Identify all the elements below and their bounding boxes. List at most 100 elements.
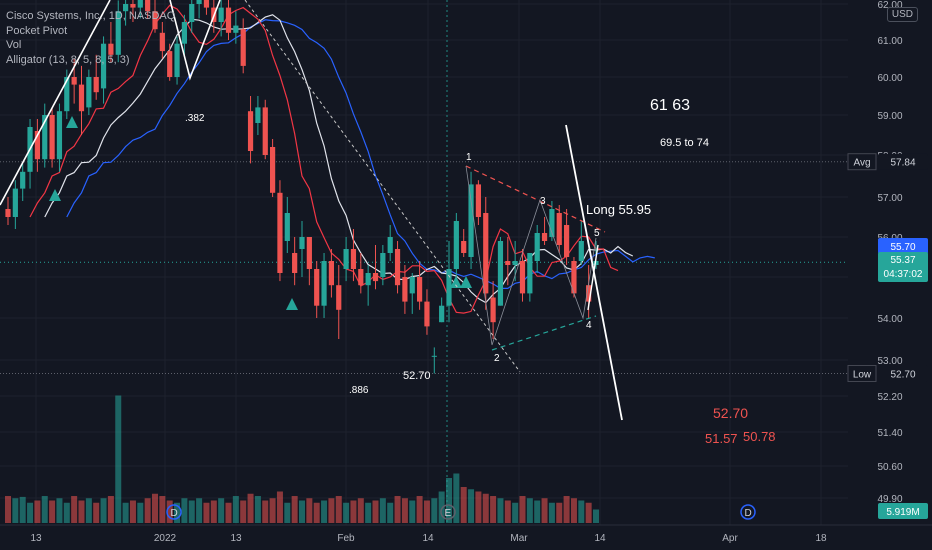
volume-bar xyxy=(49,500,56,523)
candle-body xyxy=(255,107,261,123)
price-tick: 62.00 xyxy=(877,0,902,11)
candle-body xyxy=(71,77,77,85)
volume-bar xyxy=(350,500,357,523)
candle-body xyxy=(203,0,210,8)
price-tick: 53.00 xyxy=(877,356,902,367)
candle-body xyxy=(284,213,290,241)
candle-body xyxy=(468,184,474,257)
candle-body xyxy=(328,261,334,286)
volume-bar xyxy=(71,496,78,523)
candle-body xyxy=(49,115,55,160)
candle-body xyxy=(336,285,342,310)
volume-bar xyxy=(423,500,430,523)
volume-bar xyxy=(144,498,151,523)
volume-bar xyxy=(34,500,41,523)
projection-line-short xyxy=(587,244,599,311)
wave-path xyxy=(465,165,597,346)
low-label: Low xyxy=(853,370,872,381)
volume-bar xyxy=(490,496,497,523)
candle-body xyxy=(519,261,526,294)
volume-bar xyxy=(85,498,92,523)
volume-bar xyxy=(431,498,438,523)
price-tick: 61.00 xyxy=(877,36,902,47)
price-tick: 51.40 xyxy=(877,428,902,439)
volume-bar xyxy=(284,502,291,523)
candle-body xyxy=(306,237,312,269)
candle-body xyxy=(490,297,496,323)
candle-body xyxy=(556,213,562,245)
wave-label-2: 2 xyxy=(494,353,500,364)
volume-bar xyxy=(497,498,504,523)
candle-body xyxy=(483,213,489,294)
volume-bar xyxy=(122,502,129,523)
volume-bar xyxy=(482,493,489,523)
volume-bar xyxy=(107,496,114,523)
candle-body xyxy=(130,4,136,8)
volume-bar xyxy=(460,487,467,523)
volume-bar xyxy=(262,500,269,523)
candle-body xyxy=(417,277,423,302)
candlesticks xyxy=(5,0,599,374)
volume-bar xyxy=(593,509,599,523)
candle-body xyxy=(108,43,114,55)
volume-bar xyxy=(526,498,533,523)
volume-bar xyxy=(254,496,261,523)
volume-bar xyxy=(504,500,511,523)
volume-bar xyxy=(269,498,276,523)
chart-grid xyxy=(0,0,848,525)
candle-body xyxy=(115,11,121,55)
price-axis: 62.0061.0060.0059.0058.0057.0056.0055.00… xyxy=(847,0,932,525)
volume-bar xyxy=(401,498,408,523)
volume-bars xyxy=(5,395,599,523)
candle-body xyxy=(270,147,276,193)
candle-body xyxy=(167,51,173,77)
candle-body xyxy=(100,43,107,89)
avg-value: 57.84 xyxy=(890,158,915,169)
currency-button[interactable]: USD xyxy=(886,7,918,22)
candle-body xyxy=(189,4,195,22)
candle-body xyxy=(394,249,401,286)
candle-body xyxy=(512,261,518,265)
volume-bar xyxy=(5,496,11,523)
event-marker-circle xyxy=(740,504,756,520)
top-price-tag: 55.70 xyxy=(890,242,915,253)
volume-bar xyxy=(137,502,144,523)
volume-bar xyxy=(276,491,283,523)
candle-body xyxy=(505,261,511,265)
candle-body xyxy=(453,221,459,269)
time-tick: 18 xyxy=(815,533,827,544)
pocket-pivot-marker xyxy=(450,276,462,288)
time-tick: 2022 xyxy=(154,533,177,544)
volume-bar xyxy=(19,496,26,523)
volume-bar xyxy=(129,500,136,523)
volume-bar xyxy=(512,502,519,523)
volume-bar xyxy=(416,496,423,523)
volume-bar xyxy=(12,498,19,523)
candle-body xyxy=(314,269,320,306)
candle-body xyxy=(42,115,48,160)
candle-body xyxy=(549,209,555,237)
volume-bar xyxy=(188,500,195,523)
red-level-1: 52.70 xyxy=(713,405,748,421)
candle-body xyxy=(34,131,40,160)
volume-bar xyxy=(387,502,394,523)
wave-label-1: 1 xyxy=(466,152,472,163)
volume-tag-bg xyxy=(878,503,928,519)
candle-body xyxy=(350,249,357,269)
trend-line-dashed xyxy=(244,0,521,373)
candle-body xyxy=(262,107,268,155)
candle-body xyxy=(497,241,504,306)
volume-bar xyxy=(159,496,166,523)
wave-label-3: 3 xyxy=(540,196,546,207)
candle-body xyxy=(527,253,533,294)
volume-bar xyxy=(291,496,298,523)
candle-body xyxy=(152,11,158,30)
volume-bar xyxy=(210,500,217,523)
volume-bar xyxy=(453,473,460,523)
price-tick: 54.00 xyxy=(877,314,902,325)
candle-body xyxy=(196,0,202,4)
candle-body xyxy=(5,209,11,217)
candle-body xyxy=(12,188,18,217)
countdown-timer: 04:37:02 xyxy=(884,269,923,280)
